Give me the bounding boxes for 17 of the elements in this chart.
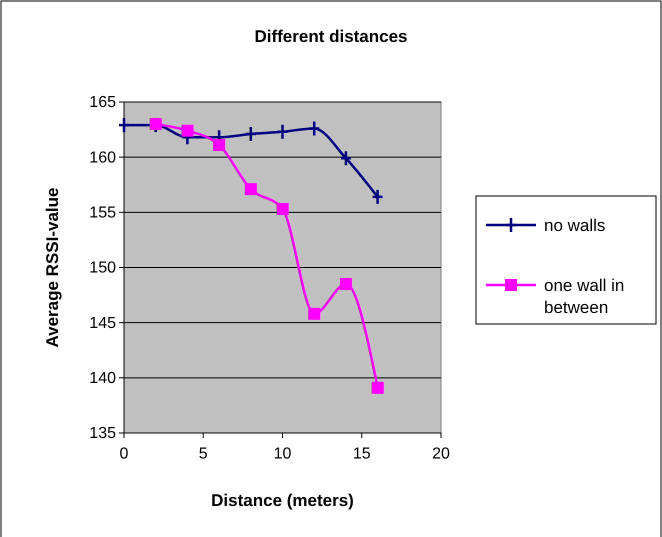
y-tick-label: 155 — [89, 204, 116, 222]
legend-label: one wall in between — [544, 276, 624, 318]
legend-label: no walls — [544, 216, 606, 235]
y-tick-label: 145 — [89, 314, 116, 332]
y-axis-title: Average RSSI-value — [43, 188, 62, 348]
y-tick-label: 135 — [89, 425, 116, 442]
y-tick-label: 150 — [89, 260, 116, 277]
x-tick-label: 10 — [274, 446, 292, 463]
y-tick-label: 160 — [89, 149, 116, 166]
x-tick-label: 5 — [198, 446, 208, 463]
x-tick-label: 20 — [432, 446, 450, 463]
x-tick-label: 15 — [352, 446, 371, 463]
x-axis-title: Distance (meters) — [211, 491, 354, 510]
y-tick-label: 140 — [89, 370, 116, 387]
x-tick-label: 0 — [120, 446, 129, 463]
chart-title: Different distances — [254, 27, 408, 46]
y-tick-label: 165 — [89, 94, 116, 112]
